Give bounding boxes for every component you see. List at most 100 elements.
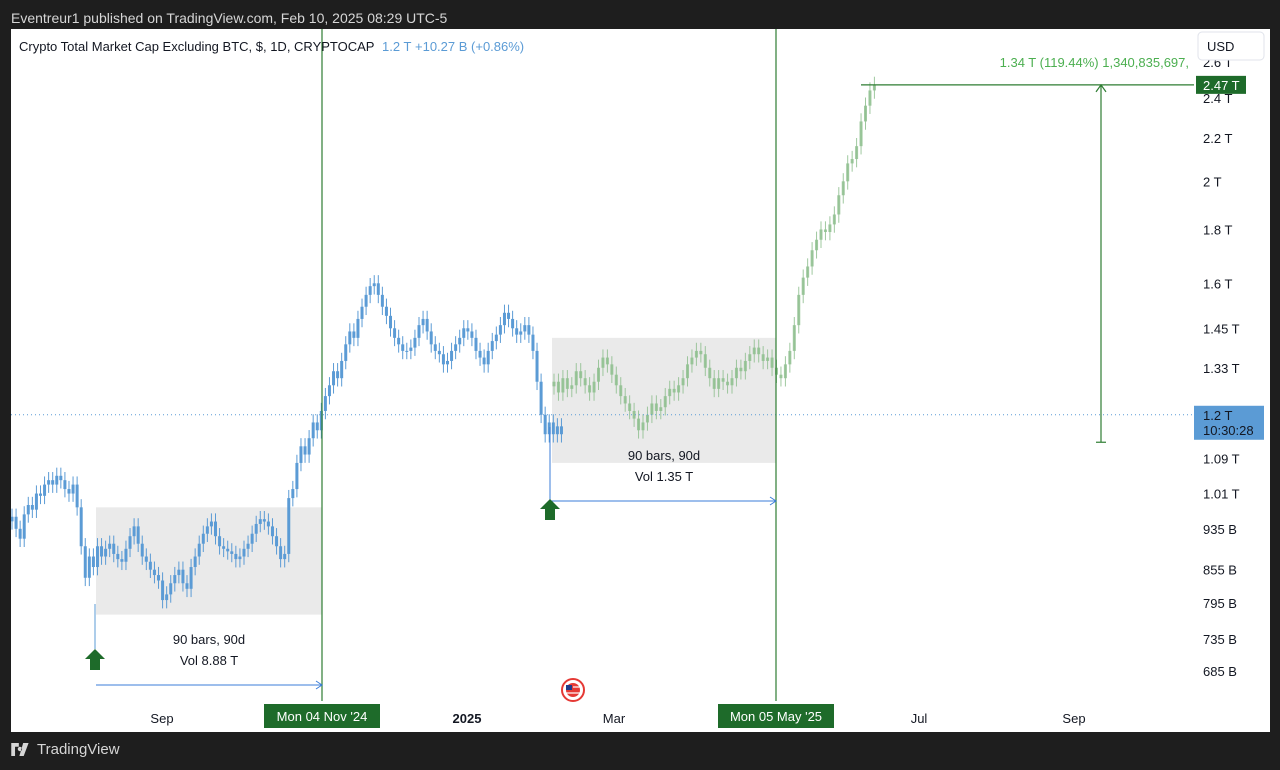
measure-label: 1.34 T (119.44%) 1,340,835,697, xyxy=(1000,55,1189,70)
candle xyxy=(552,381,556,387)
candle xyxy=(502,312,506,326)
candle xyxy=(668,388,672,397)
date-badge xyxy=(264,704,380,728)
candle xyxy=(323,396,327,411)
target-price-tag xyxy=(1196,75,1246,94)
candle xyxy=(299,446,303,463)
x-axis-label: Jul xyxy=(911,711,928,726)
candle xyxy=(148,561,152,570)
candle xyxy=(364,294,368,307)
candle xyxy=(185,583,189,589)
candle xyxy=(559,426,563,435)
candle xyxy=(100,546,104,557)
candle xyxy=(864,105,867,122)
candle xyxy=(222,546,226,549)
candle xyxy=(761,354,765,361)
candle xyxy=(592,381,596,393)
y-axis-label: 855 B xyxy=(1203,563,1237,578)
range-volume-label: Vol 8.88 T xyxy=(180,653,238,668)
candle xyxy=(619,385,623,397)
candle xyxy=(819,229,823,240)
candle xyxy=(703,354,707,368)
candle xyxy=(230,551,234,554)
candle xyxy=(470,331,474,338)
candle xyxy=(450,350,454,361)
candle xyxy=(637,418,641,431)
date-badge-label: Mon 04 Nov '24 xyxy=(277,709,368,724)
candle xyxy=(841,181,845,196)
currency-button-label[interactable]: USD xyxy=(1207,39,1234,54)
candle xyxy=(555,426,559,435)
candle xyxy=(650,403,654,415)
candle xyxy=(752,347,756,355)
y-axis-label: 1.6 T xyxy=(1203,276,1232,291)
candle xyxy=(623,396,627,404)
candle xyxy=(181,569,185,584)
candle xyxy=(551,422,555,435)
candle xyxy=(165,594,169,601)
tradingview-brand: TradingView xyxy=(11,741,120,758)
candle xyxy=(654,403,658,411)
candle xyxy=(368,286,372,295)
chart-panel[interactable]: 1.34 T (119.44%) 1,340,835,697, 90 bars, … xyxy=(11,29,1270,732)
candle xyxy=(389,315,393,329)
candle xyxy=(344,344,348,361)
candle xyxy=(360,306,364,319)
candle xyxy=(63,480,67,490)
candle xyxy=(43,484,47,496)
range-bars-label: 90 bars, 90d xyxy=(628,448,700,463)
currency-button[interactable] xyxy=(1197,31,1265,61)
price-chart[interactable]: 1.34 T (119.44%) 1,340,835,697, 90 bars, … xyxy=(11,29,1270,732)
candle xyxy=(246,543,250,549)
candle xyxy=(478,350,482,358)
candle xyxy=(30,505,34,510)
candle xyxy=(474,337,478,351)
candle xyxy=(547,422,551,435)
candle xyxy=(663,396,667,408)
candle xyxy=(783,364,787,379)
candle xyxy=(445,360,449,365)
candle xyxy=(828,224,832,233)
candle xyxy=(721,378,725,382)
candle xyxy=(515,328,519,335)
candle xyxy=(384,306,388,316)
candle xyxy=(140,543,144,557)
x-axis-label: Sep xyxy=(150,711,173,726)
candle xyxy=(177,569,181,576)
candle xyxy=(51,480,55,485)
legend-last-value: 1.2 T xyxy=(382,39,411,54)
candle xyxy=(26,505,30,515)
candle xyxy=(730,378,734,386)
candle xyxy=(535,350,539,382)
up-arrow-icon xyxy=(85,649,105,670)
candle xyxy=(254,523,258,534)
candle xyxy=(417,325,421,338)
candle xyxy=(405,350,409,352)
candle xyxy=(872,84,876,91)
chart-legend-title: Crypto Total Market Cap Excluding BTC, $… xyxy=(19,39,374,54)
candle xyxy=(507,312,511,319)
candle xyxy=(726,381,730,386)
date-range-arrowhead xyxy=(769,496,777,506)
candle xyxy=(315,422,319,431)
candle xyxy=(556,381,560,393)
candle xyxy=(832,214,836,225)
candle xyxy=(287,498,291,554)
candle xyxy=(218,536,222,547)
candle xyxy=(855,146,859,160)
candle xyxy=(686,364,689,379)
candle xyxy=(234,553,238,560)
candle xyxy=(59,475,63,481)
y-axis-label: 735 B xyxy=(1203,632,1237,647)
candle xyxy=(242,548,246,557)
candle xyxy=(699,350,703,355)
x-axis-label: Mar xyxy=(603,711,626,726)
candle xyxy=(124,548,128,562)
x-axis-label: 2025 xyxy=(453,711,482,726)
candle xyxy=(574,371,578,386)
flag-icon[interactable] xyxy=(561,678,585,702)
candle xyxy=(614,374,618,386)
candle xyxy=(421,318,425,326)
candle xyxy=(708,367,712,379)
candle xyxy=(266,521,270,527)
